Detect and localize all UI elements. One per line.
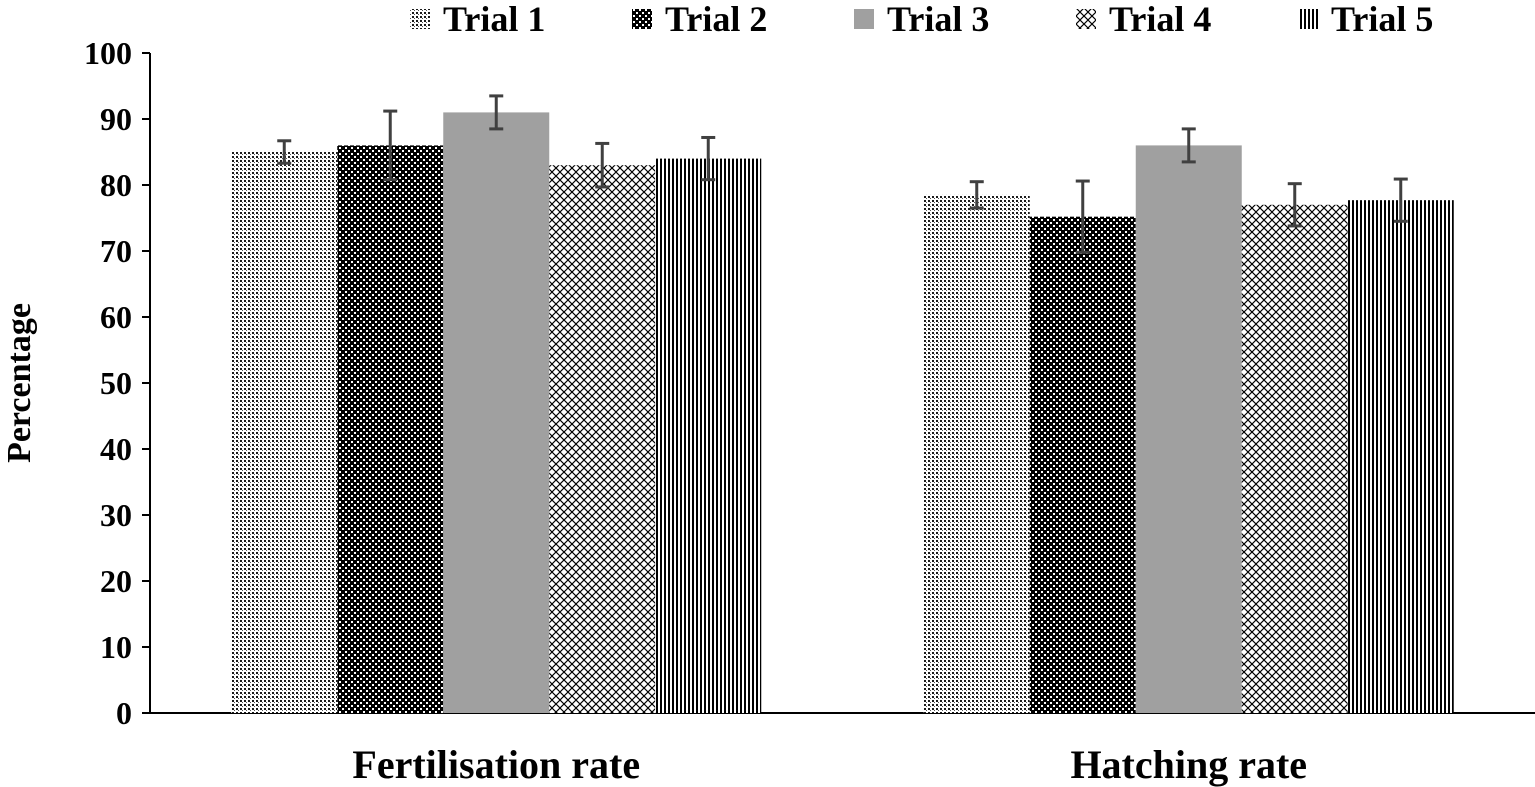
legend-label: Trial 1 [443, 0, 545, 39]
bar-trial-3-fertilisation-rate [443, 112, 550, 713]
y-tick-label: 30 [100, 497, 132, 533]
bar-trial-1-fertilisation-rate [231, 152, 338, 713]
y-tick-label: 70 [100, 233, 132, 269]
error-bar [1393, 177, 1408, 223]
legend-swatch [410, 9, 430, 29]
y-tick-label: 0 [116, 695, 132, 731]
bar-trial-3-hatching-rate [1135, 145, 1242, 713]
category-labels: Fertilisation rate Hatching rate [352, 742, 1307, 787]
y-tick-label: 100 [84, 35, 132, 71]
error-bar [1181, 127, 1196, 164]
y-tick-label: 50 [100, 365, 132, 401]
bar-trial-2-hatching-rate [1029, 216, 1136, 713]
error-bar [701, 135, 716, 182]
legend-label: Trial 2 [665, 0, 767, 39]
legend-item: Trial 5 [1298, 0, 1433, 39]
legend-swatch [1076, 9, 1096, 29]
y-tick-label: 10 [100, 629, 132, 665]
bar-trial-4-fertilisation-rate [549, 165, 656, 713]
legend-label: Trial 4 [1109, 0, 1211, 39]
legend-item: Trial 1 [410, 0, 545, 39]
y-axis-label: Percentage [1, 303, 38, 463]
error-bar [1287, 182, 1302, 228]
legend: Trial 1 Trial 2 Trial 3 Trial 4 Trial 5 [410, 0, 1433, 39]
bar-trial-5-fertilisation-rate [655, 158, 762, 714]
error-bar [1075, 179, 1090, 254]
legend-swatch [1298, 9, 1318, 29]
legend-swatch [632, 9, 652, 29]
y-tick-label: 60 [100, 299, 132, 335]
error-bar [277, 139, 292, 165]
legend-label: Trial 3 [887, 0, 989, 39]
bar-trial-1-hatching-rate [923, 194, 1030, 713]
legend-item: Trial 2 [632, 0, 767, 39]
error-bar [969, 180, 984, 210]
y-tick-label: 80 [100, 167, 132, 203]
y-tick-label: 40 [100, 431, 132, 467]
bar-trial-4-hatching-rate [1241, 204, 1348, 714]
bars [231, 112, 1454, 714]
category-label: Hatching rate [1070, 742, 1307, 787]
legend-item: Trial 3 [854, 0, 989, 39]
bar-trial-2-fertilisation-rate [337, 145, 444, 713]
y-tick-label: 20 [100, 563, 132, 599]
error-bar [595, 141, 610, 189]
error-bar [489, 94, 504, 131]
legend-item: Trial 4 [1076, 0, 1211, 39]
legend-label: Trial 5 [1331, 0, 1433, 39]
y-tick-label: 90 [100, 101, 132, 137]
bar-trial-5-hatching-rate [1347, 200, 1454, 713]
error-bars [277, 94, 1408, 254]
y-tick-labels: 0 10 20 30 40 50 60 70 80 90 100 [84, 35, 132, 731]
error-bar [383, 109, 398, 182]
category-label: Fertilisation rate [352, 742, 640, 787]
legend-swatch [854, 9, 874, 29]
